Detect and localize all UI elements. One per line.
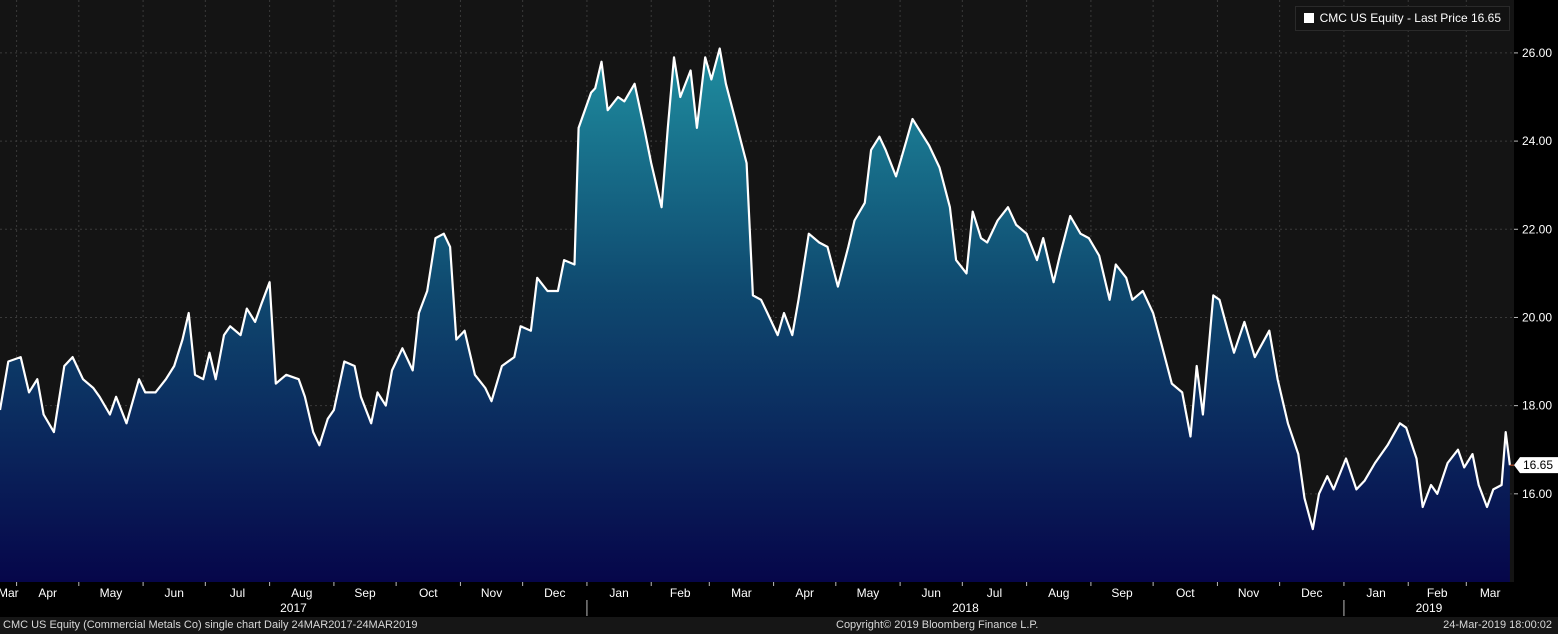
x-month-label: Sep [1111, 586, 1133, 600]
x-year-label: 2018 [952, 601, 979, 615]
price-area-fill [0, 48, 1510, 582]
x-month-label: Jan [1366, 586, 1385, 600]
price-line [0, 47, 1511, 531]
x-month-label: Jun [165, 586, 184, 600]
x-month-label: Jun [922, 586, 941, 600]
x-month-label: Aug [291, 586, 312, 600]
x-month-label: Jul [987, 586, 1002, 600]
x-month-label: May [857, 586, 880, 600]
chart-legend: CMC US Equity - Last Price 16.65 [1294, 6, 1510, 31]
legend-swatch [1303, 13, 1314, 23]
y-tick-label: 18.00 [1522, 399, 1552, 413]
x-month-label: Mar [731, 586, 752, 600]
footer-timestamp: 24-Mar-2019 18:00:02 [1443, 619, 1552, 631]
footer-description: CMC US Equity (Commercial Metals Co) sin… [3, 619, 418, 631]
x-month-label: May [100, 586, 123, 600]
x-month-label: Feb [670, 586, 691, 600]
x-year-label: 2019 [1416, 601, 1443, 615]
y-tick-label: 26.00 [1522, 46, 1552, 60]
y-axis: 16.00 18.00 20.00 22.00 24.00 26.00 [1514, 46, 1552, 501]
x-month-label: Oct [419, 586, 438, 600]
last-price-tag [1514, 457, 1558, 474]
y-tick-label: 24.00 [1522, 134, 1552, 148]
x-month-label: Sep [354, 586, 376, 600]
x-month-label: Apr [795, 586, 814, 600]
last-price-label: 16.65 [1523, 458, 1553, 472]
y-tick-label: 20.00 [1522, 310, 1552, 324]
x-month-label: Oct [1176, 586, 1195, 600]
y-tick-label: 16.00 [1522, 487, 1552, 501]
x-month-label: Mar [0, 586, 19, 600]
footer-copyright: Copyright© 2019 Bloomberg Finance L.P. [836, 619, 1039, 631]
y-tick-label: 22.00 [1522, 222, 1552, 236]
legend-label: CMC US Equity - Last Price 16.65 [1319, 11, 1501, 25]
x-month-label: Nov [1238, 586, 1259, 600]
x-axis: Mar Apr May Jun Jul Aug Sep Oct Nov Dec Jan Feb Mar A… [0, 582, 1500, 616]
chart-svg: 16.65 16.00 18.00 20.00 22.00 24.00 26.00 Mar… [0, 0, 1558, 616]
x-month-label: Jan [609, 586, 628, 600]
last-price-marker-group: 16.65 [1509, 457, 1558, 474]
x-month-label: Dec [544, 586, 565, 600]
x-month-label: Apr [38, 586, 57, 600]
x-month-label: Dec [1301, 586, 1322, 600]
x-month-label: Jul [230, 586, 245, 600]
x-month-label: Mar [1480, 586, 1501, 600]
chart-footer: CMC US Equity (Commercial Metals Co) sin… [0, 617, 1558, 634]
x-month-label: Nov [481, 586, 502, 600]
x-year-label: 2017 [280, 601, 307, 615]
x-month-label: Feb [1427, 586, 1448, 600]
x-month-label: Aug [1048, 586, 1069, 600]
